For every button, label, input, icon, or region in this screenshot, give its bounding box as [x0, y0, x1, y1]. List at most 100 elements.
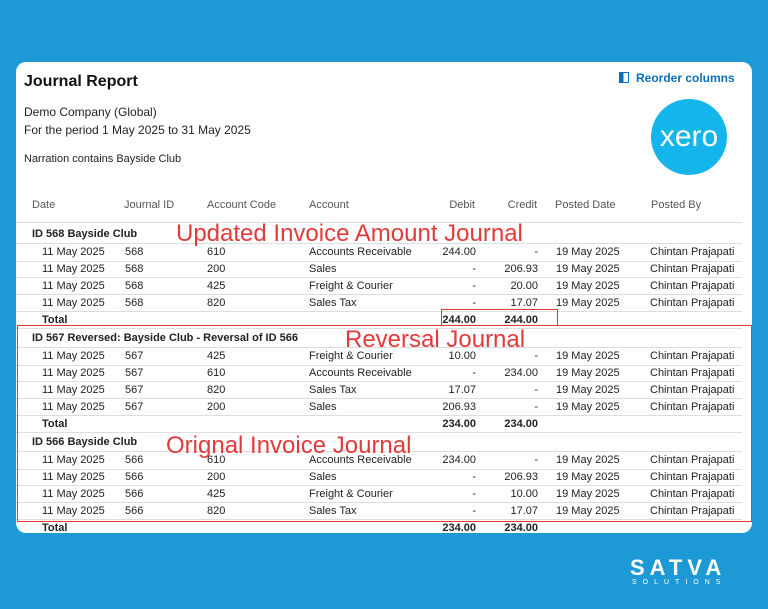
cell: 566 — [125, 454, 144, 466]
cell: 206.93 — [504, 262, 538, 275]
reorder-columns[interactable]: Reorder columns — [636, 71, 735, 85]
cell: Chintan Prajapati — [650, 296, 735, 309]
cell: 566 — [125, 504, 144, 517]
cell: - — [534, 246, 538, 258]
cell: 11 May 2025 — [42, 504, 105, 517]
cell: 820 — [207, 296, 226, 309]
cell: 17.07 — [510, 296, 538, 309]
brand-name: SATVA — [630, 555, 727, 580]
cell: 200 — [207, 470, 226, 483]
cell: 234.00 — [504, 366, 538, 379]
cell: - — [472, 504, 476, 517]
cell: - — [472, 279, 476, 292]
cell: - — [534, 454, 538, 466]
cell: 567 — [125, 383, 144, 396]
highlight-box — [17, 325, 752, 522]
cell: 19 May 2025 — [556, 504, 620, 517]
cell: 200 — [207, 262, 226, 275]
cell: 567 — [125, 400, 144, 413]
cell: Sales Tax — [309, 504, 357, 517]
cell: Chintan Prajapati — [650, 383, 735, 396]
cell: Accounts Receivable — [309, 246, 412, 258]
cell: 19 May 2025 — [556, 383, 620, 396]
cell: Sales Tax — [309, 383, 357, 396]
cell: Chintan Prajapati — [650, 504, 735, 517]
xero-logo: xero — [651, 99, 727, 175]
row-divider — [16, 432, 742, 434]
total-credit: 234.00 — [504, 521, 538, 533]
column-header: Date — [32, 199, 56, 211]
cell: 11 May 2025 — [42, 350, 105, 362]
cell: 566 — [125, 487, 144, 500]
cell: - — [472, 487, 476, 500]
cell: 610 — [207, 246, 226, 258]
column-header: Journal ID — [124, 199, 175, 211]
row-divider — [16, 451, 742, 452]
cell: Chintan Prajapati — [650, 279, 735, 292]
cell: 19 May 2025 — [556, 279, 620, 292]
cell: 610 — [207, 366, 226, 379]
cell: 11 May 2025 — [42, 470, 105, 483]
cell: 244.00 — [442, 246, 476, 258]
annotation: Updated Invoice Amount Journal — [176, 220, 523, 247]
report-card: Journal Report Reorder columns Demo Comp… — [16, 62, 752, 533]
annotation: Reversal Journal — [345, 326, 526, 353]
reorder-icon[interactable] — [619, 72, 629, 83]
cell: 11 May 2025 — [42, 400, 105, 413]
annotation: Orignal Invoice Journal — [166, 432, 412, 459]
total-label: Total — [42, 313, 68, 326]
cell: 11 May 2025 — [42, 296, 105, 309]
cell: 11 May 2025 — [42, 262, 105, 275]
cell: 11 May 2025 — [42, 454, 105, 466]
cell: Chintan Prajapati — [650, 246, 735, 258]
total-credit: 234.00 — [504, 417, 538, 430]
cell: 568 — [125, 262, 144, 275]
row-divider — [16, 519, 742, 521]
row-divider — [16, 502, 742, 504]
row-divider — [16, 468, 742, 470]
cell: 566 — [125, 470, 144, 483]
row-divider — [16, 347, 742, 348]
cell: Freight & Courier — [309, 487, 393, 500]
cell: 19 May 2025 — [556, 487, 620, 500]
cell: 820 — [207, 383, 226, 396]
cell: - — [472, 366, 476, 379]
row-divider — [16, 415, 742, 417]
total-label: Total — [42, 417, 68, 430]
row-divider — [16, 277, 742, 279]
column-header: Account Code — [207, 199, 277, 211]
column-header: Debit — [449, 199, 475, 211]
cell: - — [534, 350, 538, 362]
cell: 425 — [207, 279, 226, 292]
column-header: Posted By — [651, 199, 702, 211]
narration: Narration contains Bayside Club — [24, 153, 182, 165]
row-divider — [16, 243, 742, 244]
cell: Chintan Prajapati — [650, 487, 735, 500]
cell: Accounts Receivable — [309, 454, 412, 466]
highlight-box — [441, 309, 558, 326]
cell: 200 — [207, 400, 226, 413]
cell: Freight & Courier — [309, 279, 393, 292]
cell: 10.00 — [510, 487, 538, 500]
cell: Chintan Prajapati — [650, 350, 735, 362]
cell: Sales — [309, 470, 337, 483]
cell: Chintan Prajapati — [650, 470, 735, 483]
cell: 206.93 — [442, 400, 476, 413]
cell: Accounts Receivable — [309, 366, 412, 379]
total-debit: 244.00 — [442, 313, 476, 326]
total-label: Total — [42, 521, 68, 533]
brand-tagline: SOLUTIONS — [632, 579, 727, 586]
period: For the period 1 May 2025 to 31 May 2025 — [24, 123, 251, 137]
cell: 20.00 — [510, 279, 538, 292]
cell: 11 May 2025 — [42, 487, 105, 500]
cell: 19 May 2025 — [556, 470, 620, 483]
cell: Chintan Prajapati — [650, 400, 735, 413]
cell: Chintan Prajapati — [650, 366, 735, 379]
cell: 11 May 2025 — [42, 279, 105, 292]
cell: 17.07 — [510, 504, 538, 517]
total-credit: 244.00 — [504, 313, 538, 326]
cell: 206.93 — [504, 470, 538, 483]
cell: 568 — [125, 296, 144, 309]
cell: 568 — [125, 246, 144, 258]
